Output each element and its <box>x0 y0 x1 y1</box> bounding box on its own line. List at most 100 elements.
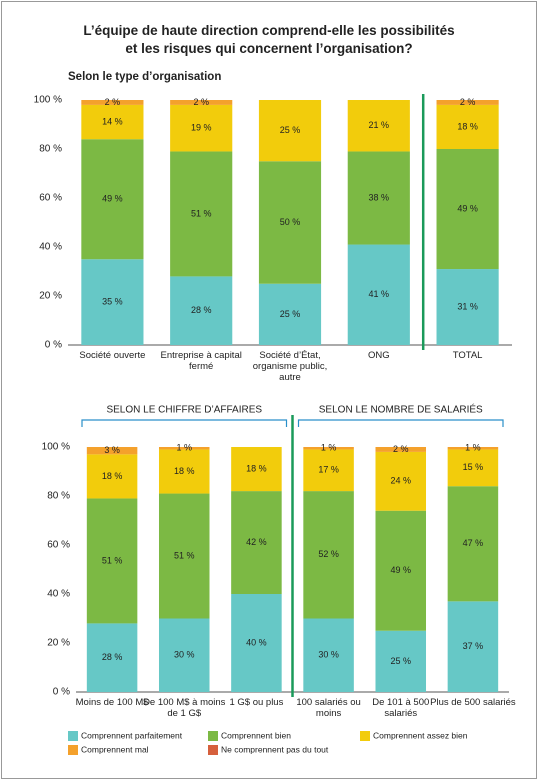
data-label: 41 % <box>369 289 390 299</box>
bar-segment <box>258 100 322 162</box>
legend-swatch <box>208 731 218 741</box>
bar-segment <box>86 623 138 692</box>
data-label: 30 % <box>174 650 195 660</box>
group-label: SELON LE CHIFFRE D’AFFAIRES <box>106 405 262 416</box>
data-label: 19 % <box>191 123 212 133</box>
data-label: 31 % <box>457 301 478 311</box>
data-label: 51 % <box>191 208 212 218</box>
data-label: 37 % <box>463 641 484 651</box>
data-label: 28 % <box>191 305 212 315</box>
bar-segment <box>447 447 499 450</box>
bar-segment <box>170 100 233 105</box>
bar-segment <box>436 100 499 105</box>
y-tick-label: 60 % <box>47 540 70 551</box>
legend-label: Comprennent mal <box>81 744 149 754</box>
bar-segment <box>81 139 144 260</box>
y-tick-label: 60 % <box>39 193 62 204</box>
group-label: SELON LE NOMBRE DE SALARIÉS <box>319 403 483 416</box>
x-tick-label: Société d’État, organisme public, autre <box>252 350 328 383</box>
y-tick-label: 40 % <box>47 589 70 600</box>
y-tick-label: 20 % <box>47 638 70 649</box>
data-label: 17 % <box>318 465 339 475</box>
data-label: 1 % <box>321 443 337 453</box>
bar-segment <box>447 601 499 692</box>
y-tick-label: 20 % <box>39 291 62 302</box>
group-bracket <box>81 419 288 427</box>
bar-segment <box>447 449 499 487</box>
data-label: 2 % <box>105 97 121 107</box>
data-label: 18 % <box>246 463 267 473</box>
data-label: 3 % <box>104 445 120 455</box>
bar-segment <box>170 151 233 277</box>
data-label: 18 % <box>102 471 123 481</box>
y-tick-label: 80 % <box>47 491 70 502</box>
x-tick-label: De 101 à 500 salariés <box>372 697 430 719</box>
legend-swatch <box>68 745 78 755</box>
bar-segment <box>447 486 499 602</box>
data-label: 35 % <box>102 297 123 307</box>
bar-segment <box>347 244 410 345</box>
bar-segment <box>231 594 282 692</box>
y-tick-label: 40 % <box>39 242 62 253</box>
bar-segment <box>170 276 233 345</box>
bar-segment <box>436 149 499 270</box>
bar-segment <box>81 259 144 345</box>
bar-segment <box>303 618 354 692</box>
x-tick-label: Entreprise à capital fermé <box>160 350 242 372</box>
data-label: 49 % <box>390 565 411 575</box>
x-tick-label: De 100 M$ à moins de 1 G$ <box>143 697 226 719</box>
y-tick-label: 100 % <box>42 442 70 453</box>
chart-title: L’équipe de haute direction comprend-ell… <box>83 23 454 56</box>
legend-swatch <box>68 731 78 741</box>
data-label: 2 % <box>460 97 476 107</box>
x-tick-label: ONG <box>367 350 390 361</box>
data-label: 1 % <box>176 443 192 453</box>
x-tick-label: Moins de 100 M$ <box>75 697 149 708</box>
data-label: 25 % <box>280 125 301 135</box>
data-label: 52 % <box>318 549 339 559</box>
bar-segment <box>375 451 427 511</box>
bar-segment <box>86 454 138 499</box>
legend-swatch <box>208 745 218 755</box>
x-tick-label: 1 G$ ou plus <box>229 697 284 708</box>
data-label: 49 % <box>457 203 478 213</box>
data-label: 38 % <box>369 192 390 202</box>
data-label: 21 % <box>369 120 390 130</box>
bar-segment <box>375 630 427 692</box>
data-label: 2 % <box>193 97 209 107</box>
bar-segment <box>303 447 354 450</box>
data-label: 51 % <box>174 550 195 560</box>
bar-segment <box>347 100 410 152</box>
x-tick-label: Société ouverte <box>79 350 146 361</box>
data-label: 28 % <box>102 652 123 662</box>
bar-segment <box>258 161 322 284</box>
bar-segment <box>436 269 499 345</box>
x-tick-label: TOTAL <box>452 350 483 361</box>
data-label: 24 % <box>390 476 411 486</box>
data-label: 1 % <box>465 443 481 453</box>
legend-label: Comprennent bien <box>221 730 291 740</box>
y-tick-label: 0 % <box>45 340 62 351</box>
bar-segment <box>86 498 138 624</box>
data-label: 18 % <box>457 121 478 131</box>
data-label: 50 % <box>280 217 301 227</box>
bar-segment <box>158 493 210 619</box>
data-label: 40 % <box>246 637 267 647</box>
data-label: 15 % <box>463 462 484 472</box>
bar-segment <box>158 447 210 450</box>
bar-segment <box>436 104 499 149</box>
legend-label: Ne comprennent pas du tout <box>221 744 329 754</box>
y-tick-label: 80 % <box>39 144 62 155</box>
data-label: 25 % <box>390 656 411 666</box>
bar-segment <box>231 491 282 594</box>
legend-label: Comprennent parfaitement <box>81 730 183 740</box>
bar-segment <box>303 449 354 492</box>
x-tick-label: 100 salariés ou moins <box>296 697 361 719</box>
data-label: 42 % <box>246 537 267 547</box>
bar-segment <box>86 447 138 455</box>
x-tick-label: Plus de 500 salariés <box>430 697 516 708</box>
data-label: 30 % <box>318 650 339 660</box>
bar-segment <box>231 447 282 492</box>
